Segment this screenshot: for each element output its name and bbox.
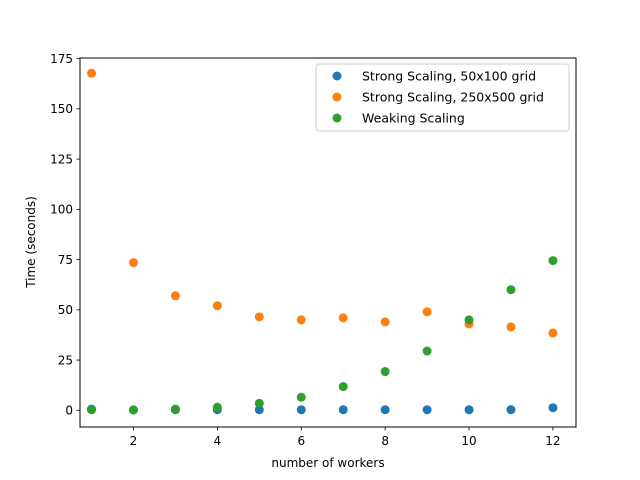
- x-tick-label: 2: [130, 434, 138, 448]
- legend: Strong Scaling, 50x100 grid Strong Scalin…: [315, 63, 570, 132]
- y-tick-label: 75: [58, 253, 73, 267]
- data-point: [548, 403, 558, 413]
- legend-box: [315, 63, 570, 132]
- data-point: [548, 256, 558, 266]
- data-point: [170, 291, 180, 301]
- data-point: [254, 405, 264, 415]
- y-tick-label: 25: [58, 353, 73, 367]
- data-point: [380, 405, 390, 415]
- data-point: [254, 398, 264, 408]
- data-point: [464, 405, 474, 415]
- data-point: [464, 315, 474, 325]
- y-tick-label: 125: [50, 152, 73, 166]
- data-point: [338, 405, 348, 415]
- data-point: [422, 307, 432, 317]
- data-point: [506, 322, 516, 332]
- x-tick-label: 10: [461, 434, 476, 448]
- data-point: [212, 301, 222, 311]
- data-point: [296, 315, 306, 325]
- plot-area-frame: [79, 57, 577, 428]
- y-tick-label: 150: [50, 102, 73, 116]
- y-tick-label: 175: [50, 52, 73, 66]
- data-point: [87, 68, 97, 78]
- data-point: [128, 405, 138, 415]
- y-axis-label: Time (seconds): [24, 196, 38, 289]
- data-point: [87, 405, 97, 415]
- data-point: [296, 405, 306, 415]
- points-layer: [87, 68, 558, 415]
- x-tick-label: 8: [381, 434, 389, 448]
- legend-label: Strong Scaling, 250x500 grid: [362, 90, 544, 105]
- data-point: [128, 258, 138, 268]
- data-point: [422, 405, 432, 415]
- data-point: [338, 313, 348, 323]
- data-point: [338, 382, 348, 392]
- data-point: [422, 346, 432, 356]
- data-point: [380, 367, 390, 377]
- data-point: [506, 285, 516, 295]
- legend-marker: [332, 71, 342, 81]
- x-axis: 2 4 6 8 10 12: [130, 427, 561, 448]
- data-point: [296, 392, 306, 402]
- data-point: [212, 402, 222, 412]
- x-tick-label: 4: [214, 434, 222, 448]
- x-tick-label: 12: [545, 434, 560, 448]
- data-point: [170, 404, 180, 414]
- x-axis-label: number of workers: [271, 456, 384, 470]
- legend-label: Strong Scaling, 50x100 grid: [362, 69, 536, 84]
- legend-entries: Strong Scaling, 50x100 grid Strong Scalin…: [332, 69, 544, 126]
- data-point: [548, 328, 558, 338]
- x-tick-label: 6: [297, 434, 305, 448]
- legend-label: Weaking Scaling: [362, 111, 465, 126]
- legend-marker: [332, 92, 342, 102]
- series-3: [87, 256, 558, 415]
- y-tick-label: 0: [65, 404, 73, 418]
- y-tick-label: 50: [58, 303, 73, 317]
- data-point: [254, 312, 264, 322]
- data-point: [506, 405, 516, 415]
- data-point: [380, 317, 390, 327]
- legend-marker: [332, 113, 342, 123]
- y-tick-label: 100: [50, 203, 73, 217]
- y-axis: 0 25 50 75 100 125 150 175: [50, 52, 80, 418]
